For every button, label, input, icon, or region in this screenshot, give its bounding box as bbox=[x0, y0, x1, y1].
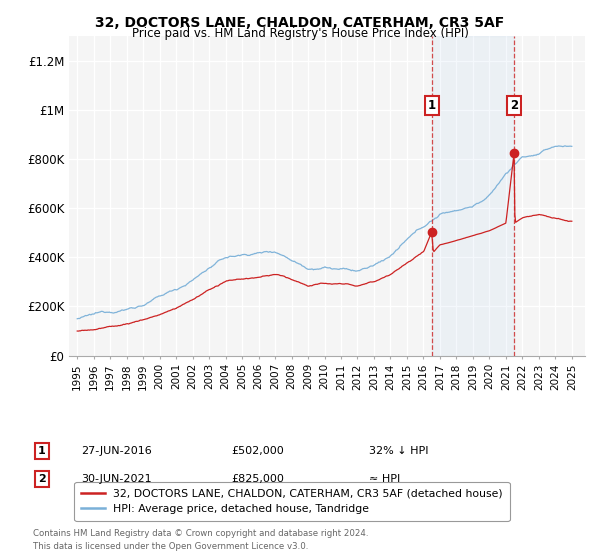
Text: 2: 2 bbox=[510, 99, 518, 111]
Text: £825,000: £825,000 bbox=[231, 474, 284, 484]
Text: 1: 1 bbox=[38, 446, 46, 456]
Legend: 32, DOCTORS LANE, CHALDON, CATERHAM, CR3 5AF (detached house), HPI: Average pric: 32, DOCTORS LANE, CHALDON, CATERHAM, CR3… bbox=[74, 482, 509, 521]
Text: Price paid vs. HM Land Registry's House Price Index (HPI): Price paid vs. HM Land Registry's House … bbox=[131, 27, 469, 40]
Text: 27-JUN-2016: 27-JUN-2016 bbox=[81, 446, 152, 456]
Text: 32, DOCTORS LANE, CHALDON, CATERHAM, CR3 5AF: 32, DOCTORS LANE, CHALDON, CATERHAM, CR3… bbox=[95, 16, 505, 30]
Text: Contains HM Land Registry data © Crown copyright and database right 2024.
This d: Contains HM Land Registry data © Crown c… bbox=[33, 529, 368, 550]
Text: 32% ↓ HPI: 32% ↓ HPI bbox=[369, 446, 428, 456]
Text: 1: 1 bbox=[428, 99, 436, 111]
Text: £502,000: £502,000 bbox=[231, 446, 284, 456]
Text: 2: 2 bbox=[38, 474, 46, 484]
Text: ≈ HPI: ≈ HPI bbox=[369, 474, 400, 484]
Text: 30-JUN-2021: 30-JUN-2021 bbox=[81, 474, 152, 484]
Bar bbox=[431, 36, 514, 356]
